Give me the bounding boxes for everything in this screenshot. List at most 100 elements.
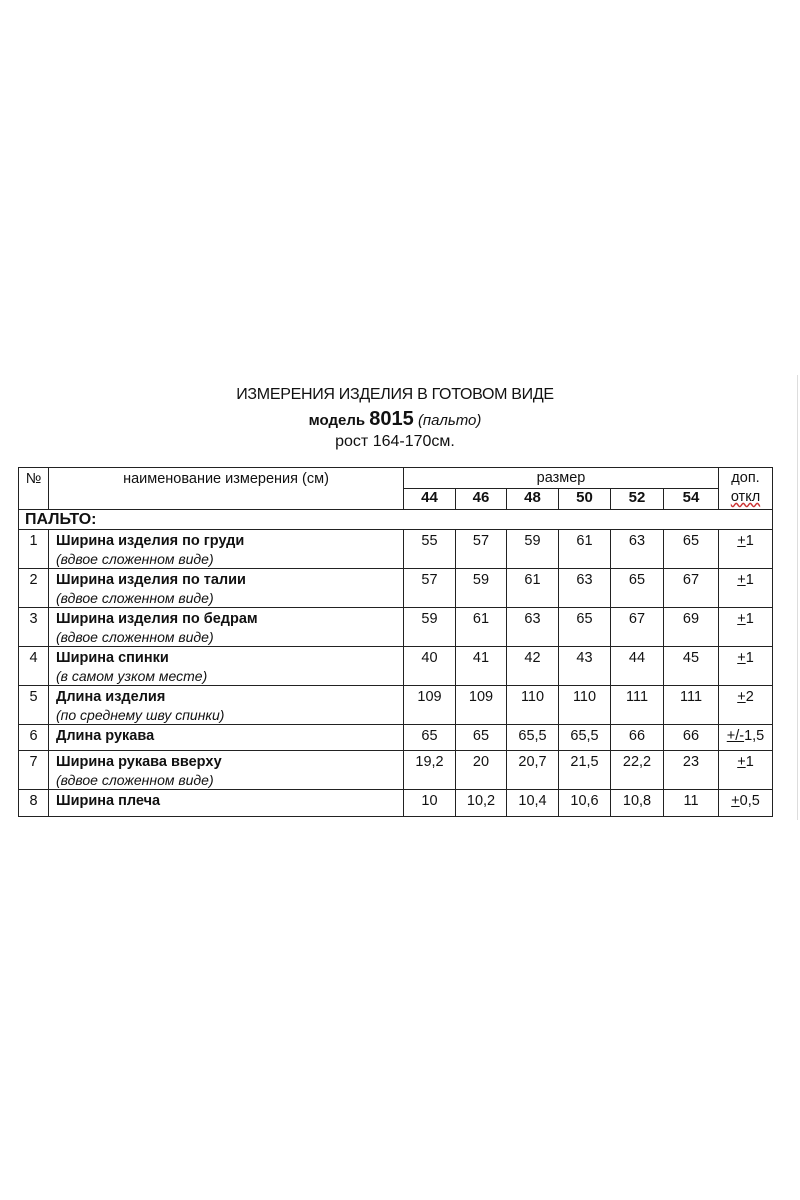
measurement-note: (вдвое сложенном виде): [56, 551, 214, 567]
measurement-note: (по среднему шву спинки): [56, 707, 225, 723]
size-value: 22,2: [610, 750, 664, 790]
row-number: 2: [18, 568, 49, 608]
table-row: 1 Ширина изделия по груди (вдвое сложенном…: [18, 529, 773, 569]
size-value: 55: [403, 529, 456, 569]
table-row: 7 Ширина рукава вверху (вдвое сложенном ви…: [18, 750, 773, 790]
header-tolerance: доп. откл: [718, 467, 773, 510]
table-row: 8 Ширина плеча 10 10,2 10,4 10,6 10,8 11 +0,5: [18, 789, 773, 817]
size-value: 10,4: [506, 789, 559, 817]
table-row: 2 Ширина изделия по талии (вдвое сложенном…: [18, 568, 773, 608]
measurements-table: № наименование измерения (см) размер доп…: [18, 467, 773, 817]
measurement-name: Ширина рукава вверху (вдвое сложенном вид…: [48, 750, 404, 790]
size-value: 61: [558, 529, 611, 569]
tolerance-sign: +: [737, 533, 746, 549]
header-no: №: [18, 467, 49, 510]
tolerance-value: 1,5: [744, 728, 765, 744]
measurement-note: (вдвое сложенном виде): [56, 590, 214, 606]
tolerance: +0,5: [718, 789, 773, 817]
model-number: 8015: [369, 408, 414, 430]
model-line: модель 8015 (пальто): [0, 408, 790, 431]
size-value: 20,7: [506, 750, 559, 790]
header-name: наименование измерения (см): [48, 467, 404, 510]
tolerance-sign: +: [737, 650, 746, 666]
measurement-label: Ширина изделия по бедрам: [56, 611, 258, 627]
tolerance: +1: [718, 607, 773, 647]
size-value: 40: [403, 646, 456, 686]
table-row: 3 Ширина изделия по бедрам (вдвое сложенно…: [18, 607, 773, 647]
size-value: 59: [506, 529, 559, 569]
header-tolerance-2: откл: [730, 489, 761, 505]
size-value: 45: [663, 646, 719, 686]
size-value: 109: [455, 685, 507, 725]
size-value: 43: [558, 646, 611, 686]
measurement-label: Ширина плеча: [56, 793, 161, 809]
size-value: 41: [455, 646, 507, 686]
size-value: 65: [403, 724, 456, 751]
tolerance-value: 1: [745, 650, 754, 666]
measurement-label: Длина рукава: [56, 728, 155, 744]
measurement-name: Ширина спинки (в самом узком месте): [48, 646, 404, 686]
size-value: 61: [506, 568, 559, 608]
size-value: 67: [610, 607, 664, 647]
size-value: 67: [663, 568, 719, 608]
tolerance-value: 2: [745, 689, 754, 705]
table-row: 4 Ширина спинки (в самом узком месте) 40 41…: [18, 646, 773, 686]
tolerance-value: 0,5: [739, 793, 760, 809]
size-value: 57: [403, 568, 456, 608]
size-value: 21,5: [558, 750, 611, 790]
size-value: 10,2: [455, 789, 507, 817]
tolerance-value: 1: [745, 572, 754, 588]
measurement-note: (в самом узком месте): [56, 668, 208, 684]
size-header: 54: [663, 488, 719, 510]
row-number: 7: [18, 750, 49, 790]
size-value: 61: [455, 607, 507, 647]
tolerance: +/-1,5: [718, 724, 773, 751]
tolerance: +1: [718, 750, 773, 790]
size-value: 20: [455, 750, 507, 790]
tolerance-value: 1: [745, 754, 754, 770]
size-value: 10,6: [558, 789, 611, 817]
size-header: 48: [506, 488, 559, 510]
size-value: 65,5: [558, 724, 611, 751]
tolerance-value: 1: [745, 611, 754, 627]
size-value: 65: [558, 607, 611, 647]
page-edge-divider: [797, 375, 798, 820]
row-number: 6: [18, 724, 49, 751]
tolerance-sign: +: [737, 572, 746, 588]
tolerance: +1: [718, 646, 773, 686]
size-value: 59: [403, 607, 456, 647]
size-value: 109: [403, 685, 456, 725]
measurement-note: (вдвое сложенном виде): [56, 629, 214, 645]
tolerance-sign: +: [737, 689, 746, 705]
measurement-label: Ширина спинки: [56, 650, 169, 666]
size-value: 65: [455, 724, 507, 751]
size-value: 65: [610, 568, 664, 608]
row-number: 8: [18, 789, 49, 817]
size-header: 52: [610, 488, 664, 510]
measurement-label: Длина изделия: [56, 689, 166, 705]
row-number: 3: [18, 607, 49, 647]
size-value: 10: [403, 789, 456, 817]
size-value: 65: [663, 529, 719, 569]
size-value: 66: [610, 724, 664, 751]
tolerance-sign: +: [731, 793, 740, 809]
height-range: рост 164-170см.: [335, 433, 455, 450]
size-value: 111: [663, 685, 719, 725]
model-type: (пальто): [417, 412, 482, 429]
section-title: ПАЛЬТО:: [18, 509, 773, 530]
size-header: 46: [455, 488, 507, 510]
size-value: 59: [455, 568, 507, 608]
size-value: 69: [663, 607, 719, 647]
size-value: 111: [610, 685, 664, 725]
measurement-name: Ширина изделия по талии (вдвое сложенном …: [48, 568, 404, 608]
table-row: 6 Длина рукава 65 65 65,5 65,5 66 66 +/-1,5: [18, 724, 773, 751]
size-value: 44: [610, 646, 664, 686]
tolerance: +2: [718, 685, 773, 725]
size-value: 10,8: [610, 789, 664, 817]
size-value: 65,5: [506, 724, 559, 751]
tolerance-sign: +: [737, 611, 746, 627]
measurement-name: Ширина изделия по груди (вдвое сложенном …: [48, 529, 404, 569]
size-value: 63: [610, 529, 664, 569]
row-number: 5: [18, 685, 49, 725]
measurement-name: Длина рукава: [48, 724, 404, 751]
